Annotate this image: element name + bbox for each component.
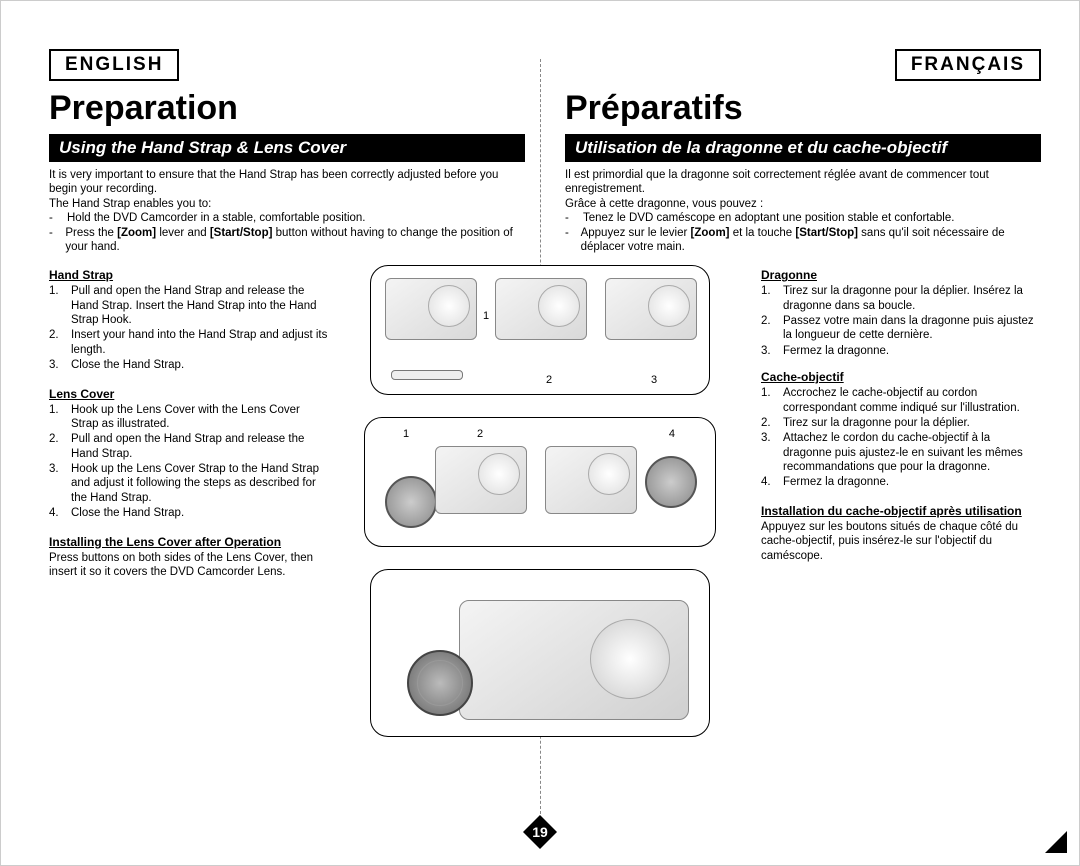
intro-p1: It is very important to ensure that the … (49, 168, 525, 197)
figure-handstrap: 1 2 3 (370, 265, 710, 395)
install-head-fr: Installation du cache-objectif après uti… (761, 504, 1041, 518)
fig-label: 1 (483, 310, 489, 322)
handstrap-head-en: Hand Strap (49, 268, 329, 282)
camcorder-icon (495, 278, 587, 340)
camcorder-icon (545, 446, 637, 514)
lenscap-icon (645, 456, 697, 508)
install-text-en: Press buttons on both sides of the Lens … (49, 551, 329, 580)
intro-p2-fr: Grâce à cette dragonne, vous pouvez : (565, 197, 1041, 211)
intro-li2: Press the [Zoom] lever and [Start/Stop] … (49, 226, 525, 255)
install-head-en: Installing the Lens Cover after Operatio… (49, 535, 329, 549)
fig-label: 1 (403, 428, 409, 440)
fig-label: 2 (477, 428, 483, 440)
lang-badge-en: ENGLISH (49, 49, 179, 81)
left-text-column: Hand Strap 1.Pull and open the Hand Stra… (49, 254, 329, 579)
intro-p2: The Hand Strap enables you to: (49, 197, 525, 211)
cache-steps: 1.Accrochez le cache-objectif au cordon … (761, 386, 1041, 490)
title-en: Preparation (49, 89, 525, 128)
fig-label: 2 (546, 374, 552, 386)
camcorder-icon (435, 446, 527, 514)
handstrap-steps-en: 1.Pull and open the Hand Strap and relea… (49, 284, 329, 372)
figure-lenscover: 1 2 4 (364, 417, 716, 547)
figure-strip: 1 2 3 1 2 4 (358, 265, 722, 737)
intro-li1: Hold the DVD Camcorder in a stable, comf… (49, 211, 525, 225)
section-bar-en: Using the Hand Strap & Lens Cover (49, 134, 525, 162)
lang-badge-fr: FRANÇAIS (895, 49, 1041, 81)
intro-text-en: It is very important to ensure that the … (49, 168, 525, 254)
intro-li1-fr: Tenez le DVD caméscope en adoptant une p… (565, 211, 1041, 225)
lenscover-steps-en: 1.Hook up the Lens Cover with the Lens C… (49, 403, 329, 521)
fig-label: 3 (651, 374, 657, 386)
lenscap-icon (407, 650, 473, 716)
intro-text-fr: Il est primordial que la dragonne soit c… (565, 168, 1041, 254)
camcorder-icon (385, 278, 477, 340)
title-fr: Préparatifs (565, 89, 1041, 128)
lenscap-icon (385, 476, 437, 528)
install-text-fr: Appuyez sur les boutons situés de chaque… (761, 520, 1041, 563)
camcorder-large-icon (459, 600, 689, 720)
figure-install-lens (370, 569, 710, 737)
corner-triangle-icon (1045, 831, 1067, 853)
fig-label: 4 (669, 428, 675, 440)
dragonne-head: Dragonne (761, 268, 1041, 282)
section-bar-fr: Utilisation de la dragonne et du cache-o… (565, 134, 1041, 162)
right-text-column: Dragonne 1.Tirez sur la dragonne pour la… (761, 254, 1041, 563)
lenscover-head-en: Lens Cover (49, 387, 329, 401)
intro-p1-fr: Il est primordial que la dragonne soit c… (565, 168, 1041, 197)
intro-li2-fr: Appuyez sur le levier [Zoom] et la touch… (565, 226, 1041, 255)
manual-page: ENGLISH Preparation Using the Hand Strap… (0, 0, 1080, 866)
cache-head: Cache-objectif (761, 370, 1041, 384)
strap-icon (391, 370, 463, 380)
camcorder-icon (605, 278, 697, 340)
dragonne-steps: 1.Tirez sur la dragonne pour la déplier.… (761, 284, 1041, 358)
